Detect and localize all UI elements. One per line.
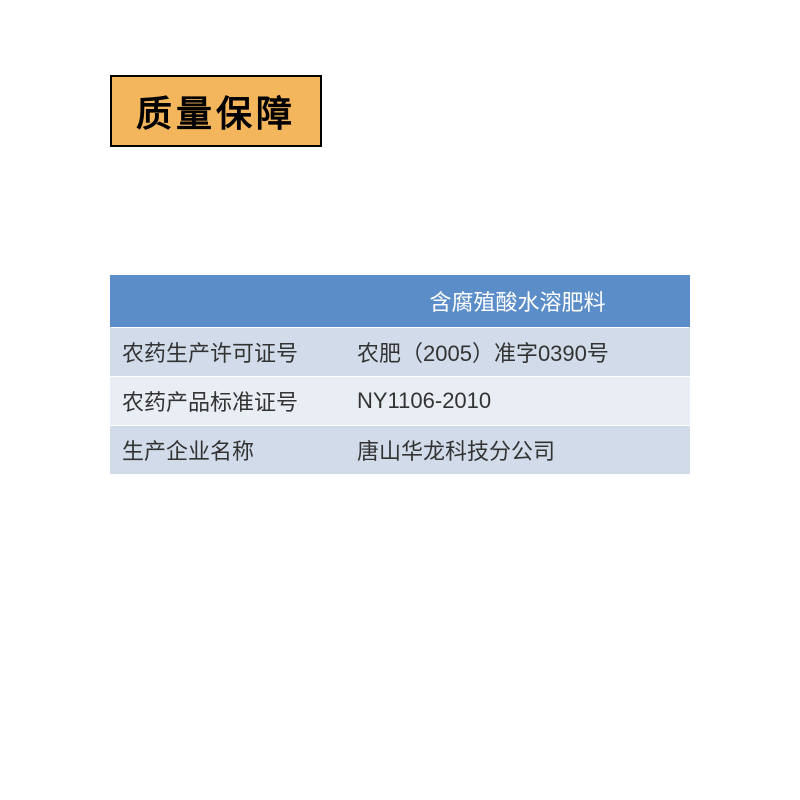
row-label: 生产企业名称: [110, 426, 345, 475]
header-cell-empty: [110, 275, 345, 328]
header-cell-product: 含腐殖酸水溶肥料: [345, 275, 690, 328]
row-value: 农肥（2005）准字0390号: [345, 328, 690, 377]
row-label: 农药生产许可证号: [110, 328, 345, 377]
table-row: 农药产品标准证号 NY1106-2010: [110, 377, 690, 426]
table-header-row: 含腐殖酸水溶肥料: [110, 275, 690, 328]
row-value: NY1106-2010: [345, 377, 690, 426]
row-label: 农药产品标准证号: [110, 377, 345, 426]
quality-badge: 质量保障: [110, 75, 322, 147]
row-value: 唐山华龙科技分公司: [345, 426, 690, 475]
table-row: 生产企业名称 唐山华龙科技分公司: [110, 426, 690, 475]
info-table: 含腐殖酸水溶肥料 农药生产许可证号 农肥（2005）准字0390号 农药产品标准…: [110, 275, 690, 475]
badge-text: 质量保障: [136, 93, 296, 134]
table-row: 农药生产许可证号 农肥（2005）准字0390号: [110, 328, 690, 377]
